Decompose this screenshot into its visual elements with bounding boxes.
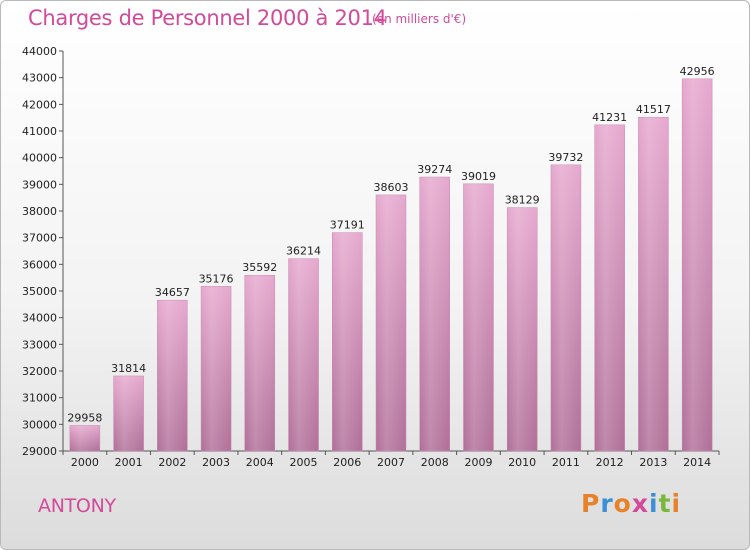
data-label: 42956 <box>680 65 715 78</box>
x-tick-label: 2013 <box>639 456 667 469</box>
x-tick-label: 2003 <box>202 456 230 469</box>
x-tick-label: 2009 <box>464 456 492 469</box>
data-label: 35176 <box>199 272 234 285</box>
x-tick-label: 2014 <box>683 456 711 469</box>
chart-subtitle: (en milliers d'€) <box>372 12 467 26</box>
logo-letter: i <box>671 489 682 518</box>
data-label: 36214 <box>286 245 321 258</box>
bar-shine <box>288 258 319 451</box>
logo-letter: t <box>658 489 672 518</box>
bar-shine <box>682 78 713 451</box>
data-label: 38603 <box>374 181 409 194</box>
y-tick-label: 29000 <box>22 445 57 458</box>
bar-shine <box>244 275 275 451</box>
x-tick-label: 2004 <box>246 456 274 469</box>
chart-title: Charges de Personnel 2000 à 2014 <box>28 6 387 30</box>
logo-letter: P <box>581 489 601 518</box>
bar-shine <box>332 232 363 451</box>
bar-shine <box>201 286 232 451</box>
data-label: 29958 <box>67 411 102 424</box>
y-tick-label: 35000 <box>22 285 57 298</box>
y-tick-label: 43000 <box>22 72 57 85</box>
y-tick-label: 36000 <box>22 258 57 271</box>
x-tick-label: 2005 <box>290 456 318 469</box>
bar-shine <box>507 207 538 451</box>
y-tick-label: 44000 <box>22 45 57 58</box>
bar-shine <box>113 375 144 451</box>
y-tick-label: 32000 <box>22 365 57 378</box>
y-tick-label: 39000 <box>22 178 57 191</box>
y-tick-label: 41000 <box>22 125 57 138</box>
y-tick-label: 37000 <box>22 232 57 245</box>
y-tick-label: 31000 <box>22 392 57 405</box>
data-label: 39019 <box>461 170 496 183</box>
data-label: 41517 <box>636 103 671 116</box>
bar-shine <box>594 124 625 451</box>
logo-letter: r <box>600 489 614 518</box>
x-tick-label: 2006 <box>333 456 361 469</box>
logo-letter: i <box>649 489 659 518</box>
y-tick-label: 38000 <box>22 205 57 218</box>
x-tick-label: 2000 <box>71 456 99 469</box>
logo-letter: o <box>613 489 632 518</box>
y-tick-label: 30000 <box>22 418 57 431</box>
y-tick-label: 34000 <box>22 312 57 325</box>
bar-shine <box>463 183 494 451</box>
bar-shine <box>69 425 100 451</box>
data-label: 34657 <box>155 286 190 299</box>
bar-shine <box>419 177 450 451</box>
data-label: 38129 <box>505 194 540 207</box>
x-tick-label: 2001 <box>115 456 143 469</box>
bar-shine <box>157 300 188 451</box>
bar-shine <box>376 194 406 452</box>
proxiti-logo: Proxiti <box>581 489 681 518</box>
bar-shine <box>550 164 581 451</box>
x-tick-label: 2012 <box>596 456 624 469</box>
data-label: 41231 <box>592 111 627 124</box>
y-tick-label: 33000 <box>22 338 57 351</box>
data-label: 39732 <box>548 151 583 164</box>
x-tick-label: 2008 <box>421 456 449 469</box>
bar-shine <box>638 117 669 452</box>
y-tick-label: 42000 <box>22 98 57 111</box>
data-label: 39274 <box>417 163 452 176</box>
data-label: 37191 <box>330 219 365 232</box>
x-tick-label: 2007 <box>377 456 405 469</box>
x-tick-label: 2002 <box>158 456 186 469</box>
x-tick-label: 2010 <box>508 456 536 469</box>
logo-letter: x <box>631 489 649 518</box>
x-tick-label: 2011 <box>552 456 580 469</box>
y-tick-label: 40000 <box>22 152 57 165</box>
data-label: 31814 <box>111 362 146 375</box>
city-name: ANTONY <box>38 495 116 517</box>
data-label: 35592 <box>242 261 277 274</box>
